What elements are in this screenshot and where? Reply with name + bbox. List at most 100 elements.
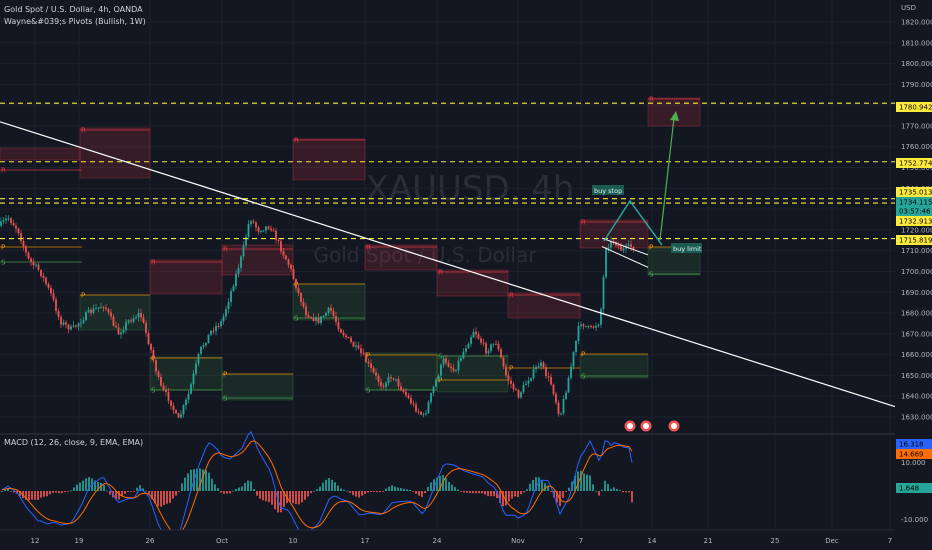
candle bbox=[10, 218, 12, 224]
macd-histogram-bar bbox=[61, 491, 63, 494]
macd-histogram-bar bbox=[373, 491, 375, 493]
symbol-title[interactable]: Gold Spot / U.S. Dollar, 4h, OANDA bbox=[4, 5, 143, 14]
target-arrow-line bbox=[659, 117, 675, 241]
watermark-symbol: XAUUSD, 4h bbox=[366, 169, 575, 209]
candle bbox=[395, 379, 397, 381]
candle bbox=[507, 375, 510, 381]
candle bbox=[440, 364, 442, 376]
macd-histogram-bar bbox=[454, 487, 456, 491]
candle bbox=[287, 259, 290, 265]
macd-histogram-bar bbox=[457, 489, 459, 491]
macd-histogram-bar bbox=[247, 480, 249, 491]
support-zone bbox=[221, 373, 294, 401]
macd-histogram-bar bbox=[355, 491, 357, 497]
price-tag-label: 1735.013 bbox=[899, 189, 932, 197]
candle bbox=[342, 332, 345, 336]
candle bbox=[32, 261, 35, 266]
macd-histogram-bar bbox=[244, 483, 246, 491]
macd-histogram-bar bbox=[229, 491, 231, 494]
candle bbox=[632, 246, 635, 250]
time-tick: Nov bbox=[511, 537, 525, 545]
annotations: buy stop buy limit bbox=[592, 111, 702, 432]
candle bbox=[300, 293, 302, 302]
candle bbox=[152, 349, 155, 361]
price-tick: 1760.000 bbox=[901, 143, 932, 151]
target-arrow-head bbox=[670, 111, 679, 121]
price-tag-label: 1780.942 bbox=[899, 104, 932, 112]
candle bbox=[620, 245, 622, 251]
macd-histogram-bar bbox=[490, 491, 492, 497]
candle bbox=[530, 378, 532, 381]
candle bbox=[92, 308, 95, 313]
candle bbox=[155, 360, 157, 372]
macd-histogram-bar bbox=[460, 491, 462, 492]
price-tag-label: 03:57:46 bbox=[899, 208, 931, 216]
candle bbox=[567, 377, 570, 393]
candle bbox=[90, 309, 92, 313]
candle bbox=[40, 269, 42, 277]
macd-histogram-bar bbox=[616, 488, 618, 491]
pivot-label: R bbox=[438, 269, 443, 277]
candle bbox=[232, 285, 235, 292]
candle bbox=[197, 353, 200, 364]
macd-histogram-bar bbox=[172, 491, 174, 499]
macd-histogram-bar bbox=[181, 483, 183, 491]
price-tick: 1640.000 bbox=[901, 393, 932, 401]
indicator-title[interactable]: Wayne&#039;s Pivots (Bullish, 1W) bbox=[4, 17, 146, 26]
candle bbox=[80, 322, 82, 324]
macd-histogram-bar bbox=[49, 491, 51, 495]
candle bbox=[120, 332, 122, 335]
candle bbox=[0, 221, 2, 226]
candle bbox=[322, 316, 325, 318]
candle bbox=[2, 220, 5, 222]
macd-histogram-bar bbox=[160, 491, 162, 507]
candle bbox=[505, 366, 507, 376]
price-tag bbox=[896, 197, 932, 207]
price-tick: 1810.000 bbox=[901, 39, 932, 47]
candle bbox=[77, 323, 80, 327]
candle bbox=[302, 301, 305, 307]
candle bbox=[475, 331, 477, 335]
candle bbox=[217, 325, 220, 327]
candle bbox=[200, 346, 202, 354]
candle bbox=[7, 218, 10, 220]
macd-histogram-bar bbox=[184, 477, 186, 491]
candle bbox=[312, 317, 315, 321]
macd-histogram-bar bbox=[151, 491, 153, 500]
macd-title[interactable]: MACD (12, 26, close, 9, EMA, EMA) bbox=[4, 438, 144, 447]
candle bbox=[367, 362, 370, 364]
price-tag bbox=[896, 216, 932, 226]
candle bbox=[600, 309, 602, 325]
macd-histogram-bar bbox=[121, 491, 123, 497]
time-axis[interactable]: 12 19 26 Oct 10 17 24 Nov 7 14 21 25 Dec 7 bbox=[0, 529, 932, 550]
price-tag bbox=[896, 235, 932, 245]
macd-histogram-bar bbox=[550, 491, 552, 492]
candle bbox=[410, 397, 412, 404]
candle bbox=[545, 367, 547, 377]
macd-histogram-bar bbox=[622, 491, 624, 493]
resistance-zone bbox=[292, 138, 366, 181]
macd-histogram-bar bbox=[331, 479, 333, 491]
candle bbox=[400, 386, 402, 391]
macd-histogram-bar bbox=[415, 491, 417, 494]
candle bbox=[605, 248, 607, 278]
macd-histogram-bar bbox=[382, 491, 384, 492]
candle bbox=[557, 402, 560, 415]
macd-histogram-bar bbox=[409, 489, 411, 491]
candle bbox=[102, 307, 105, 309]
macd-histogram-bar bbox=[541, 479, 543, 491]
candle bbox=[490, 344, 492, 352]
macd-histogram-bar bbox=[67, 491, 69, 492]
candle bbox=[447, 362, 450, 367]
candle bbox=[170, 400, 172, 406]
time-tick: 12 bbox=[31, 537, 40, 545]
candle bbox=[115, 325, 117, 328]
macd-histogram-bar bbox=[133, 491, 135, 492]
time-tick: Oct bbox=[216, 537, 228, 545]
macd-histogram-bar bbox=[175, 491, 177, 496]
candle bbox=[135, 317, 137, 319]
candle bbox=[202, 345, 205, 347]
macd-histogram-bar bbox=[451, 484, 453, 491]
candle bbox=[122, 329, 125, 333]
